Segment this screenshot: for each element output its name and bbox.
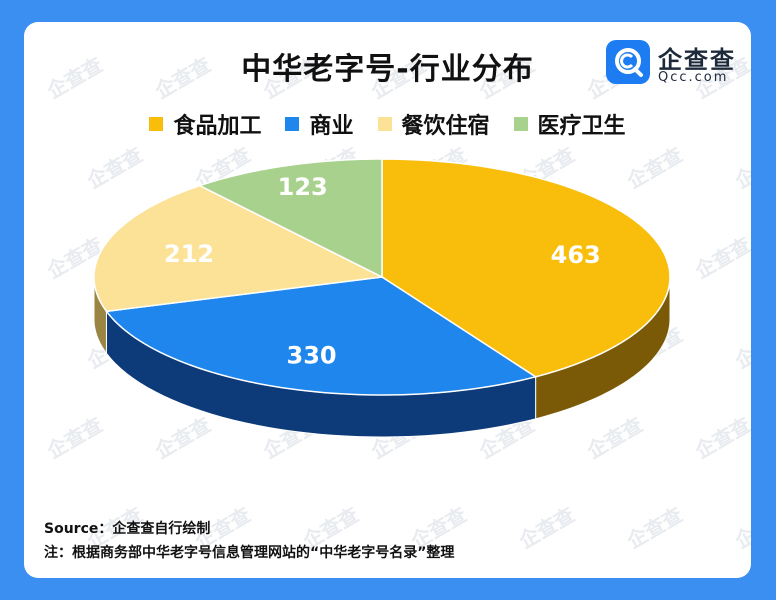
- brand-name: 企查查: [658, 46, 736, 74]
- source-text: Source：企查查自行绘制: [44, 521, 211, 537]
- legend-swatch: [149, 117, 164, 131]
- chart-legend: 食品加工 商业 餐饮住宿 医疗卫生: [24, 108, 751, 140]
- pie-slice-0: [381, 158, 671, 378]
- data-label-3: 123: [278, 173, 328, 201]
- pie-slice-1: [105, 276, 538, 396]
- legend-label: 医疗卫生: [537, 114, 626, 139]
- data-label-0: 463: [551, 241, 601, 269]
- legend-item-catering: 餐饮住宿: [377, 108, 490, 140]
- chart-title: 中华老字号-行业分布: [241, 52, 534, 87]
- pie-chart: 463 330 212 123: [93, 158, 671, 438]
- qcc-logo-icon: [606, 40, 650, 84]
- data-label-2: 212: [164, 240, 214, 268]
- pie-slice-2: [93, 184, 385, 313]
- legend-item-medical: 医疗卫生: [513, 108, 626, 140]
- legend-swatch: [513, 117, 528, 131]
- brand-logo: 企查查 Qcc.com: [606, 40, 746, 88]
- legend-item-commerce: 商业: [285, 108, 354, 140]
- note-text: 注：根据商务部中华老字号信息管理网站的“中华老字号名录”整理: [44, 545, 455, 561]
- chart-card: 企查查 企查查 企查查 企查查 企查查 企查查 企查查 企查查 企查查 企查查 企查查 企查查 企查查企…: [24, 22, 751, 578]
- legend-label: 餐饮住宿: [401, 114, 490, 139]
- data-label-1: 330: [287, 341, 337, 369]
- pie-slice-3: [197, 158, 383, 279]
- legend-label: 食品加工: [173, 114, 262, 139]
- legend-swatch: [285, 117, 300, 131]
- brand-domain: Qcc.com: [658, 70, 729, 85]
- legend-swatch: [377, 117, 392, 131]
- legend-label: 商业: [309, 114, 354, 139]
- legend-item-food: 食品加工: [149, 108, 261, 140]
